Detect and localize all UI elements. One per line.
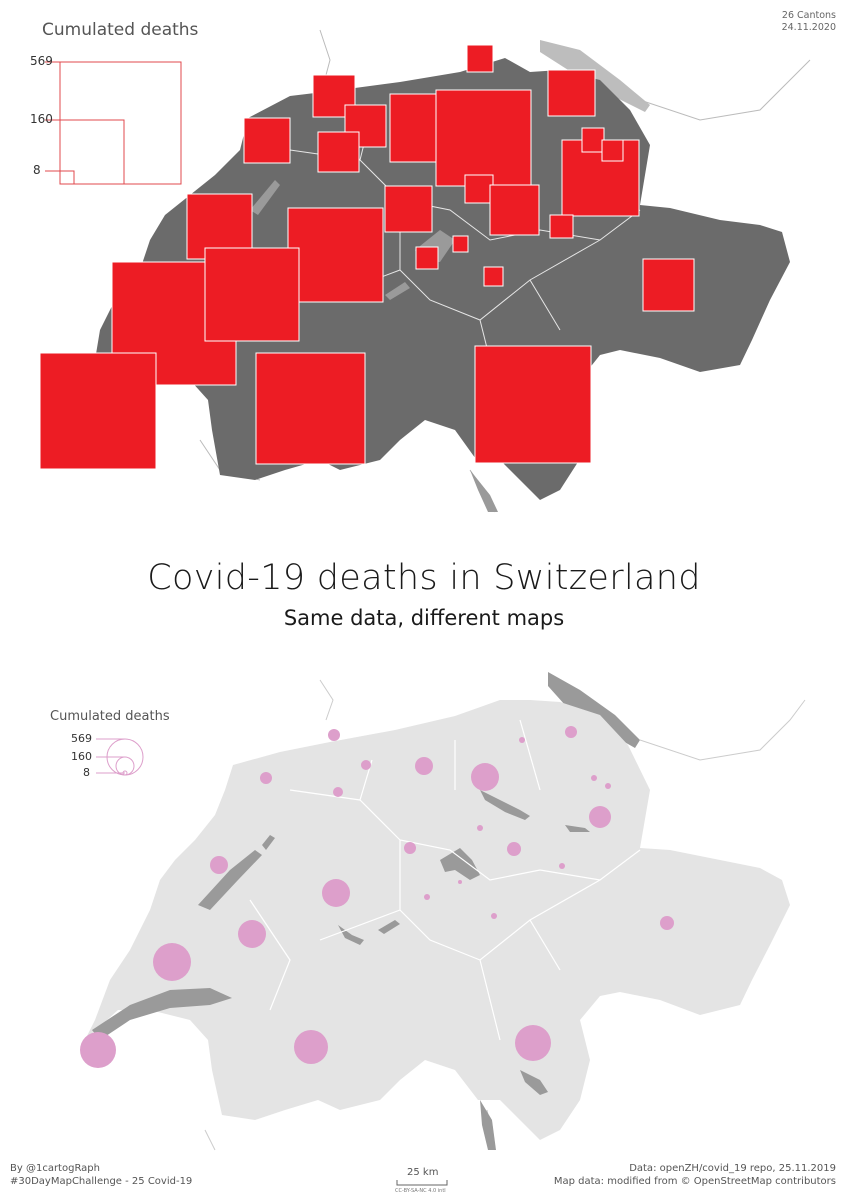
circle-zg <box>477 825 483 831</box>
square-vs <box>255 352 366 465</box>
circle-nw <box>458 880 462 884</box>
bottom-legend-circles <box>96 738 144 776</box>
circle-sh <box>565 726 577 738</box>
corner-info: 26 Cantons 24.11.2020 <box>782 10 836 34</box>
top-legend-squares <box>45 61 182 185</box>
bottom-lake-constance <box>548 672 640 748</box>
square-sg <box>561 139 640 217</box>
bottom-foreign-border-lines <box>204 679 806 1151</box>
circle-tg <box>519 737 525 743</box>
footer-sources: Data: openZH/covid_19 repo, 25.11.2019 M… <box>554 1162 836 1188</box>
top-legend-title: Cumulated deaths <box>42 20 199 40</box>
challenge-credit: #30DayMapChallenge - 25 Covid-19 <box>10 1176 193 1187</box>
circle-bs <box>328 729 340 741</box>
scale-bar <box>396 1180 448 1186</box>
circle-vs <box>294 1030 328 1064</box>
circle-sz <box>507 842 521 856</box>
square-sh <box>466 44 494 73</box>
footer-credits: By @1cartogRaph #30DayMapChallenge - 25 … <box>10 1162 192 1188</box>
square-nw <box>452 235 469 253</box>
square-zg <box>464 174 494 204</box>
bottom-legend-label-8: 8 <box>83 766 90 779</box>
square-tg <box>547 69 596 117</box>
square-lu <box>384 185 433 233</box>
circle-bl <box>361 760 371 770</box>
bottom-legend-title: Cumulated deaths <box>50 709 170 724</box>
top-legend-label-160: 160 <box>30 112 53 126</box>
lake-neuchatel <box>198 850 262 910</box>
circle-ow <box>424 894 430 900</box>
square-bs <box>312 74 356 118</box>
page-title: Covid-19 deaths in Switzerland <box>147 558 701 598</box>
bottom-switzerland-land <box>80 700 790 1140</box>
top-squares <box>39 44 695 470</box>
square-zh <box>435 89 532 187</box>
bottom-legend-label-569: 569 <box>71 732 92 745</box>
square-ur <box>483 266 504 287</box>
circle-so <box>333 787 343 797</box>
bottom-circles <box>80 726 674 1068</box>
circle-ai <box>605 783 611 789</box>
square-ar <box>581 127 605 153</box>
top-legend-label-8: 8 <box>33 163 41 177</box>
license-note: CC-BY-SA-NC 4.0 intl <box>395 1188 446 1194</box>
square-ge <box>39 352 157 470</box>
circle-ju <box>260 772 272 784</box>
square-gl <box>549 214 574 239</box>
circle-gl <box>559 863 565 869</box>
map-data-source: Map data: modified from © OpenStreetMap … <box>553 1176 836 1187</box>
legend-square-569 <box>59 61 182 185</box>
circle-sg <box>589 806 611 828</box>
circle-ar <box>591 775 597 781</box>
circle-ti <box>515 1025 551 1061</box>
circle-lu <box>404 842 416 854</box>
lake-maggiore <box>480 1100 496 1150</box>
top-foreign-border-lines <box>199 29 811 513</box>
square-so <box>317 131 360 173</box>
square-ti <box>474 345 592 464</box>
map-date: 24.11.2020 <box>781 22 836 33</box>
circle-zh <box>471 763 499 791</box>
bottom-canton-borders <box>249 719 641 1041</box>
author-credit: By @1cartogRaph <box>10 1163 100 1174</box>
lake-thun <box>338 925 364 945</box>
legend-square-8 <box>59 170 75 185</box>
square-ju <box>243 117 291 164</box>
bottom-legend-label-160: 160 <box>71 750 92 763</box>
circle-ge <box>80 1032 116 1068</box>
lake-geneva <box>92 988 232 1040</box>
square-ai <box>601 139 624 162</box>
circle-ag <box>415 757 433 775</box>
legend-circle-160 <box>115 756 135 776</box>
circle-fr <box>238 920 266 948</box>
lake-walen <box>565 825 590 832</box>
canton-count: 26 Cantons <box>781 10 836 21</box>
circle-gr <box>660 916 674 930</box>
circle-vd <box>153 943 191 981</box>
square-gr <box>642 258 695 312</box>
lake-biel <box>262 835 275 850</box>
lake-zurich <box>480 790 530 820</box>
square-ow <box>415 246 439 270</box>
lake-lugano <box>520 1070 548 1095</box>
circle-be <box>322 879 350 907</box>
legend-square-160 <box>59 119 125 185</box>
bottom-lakes <box>92 790 590 1150</box>
page-subtitle: Same data, different maps <box>283 606 565 630</box>
circle-ne <box>210 856 228 874</box>
square-fr <box>204 247 300 342</box>
square-sz <box>489 184 540 236</box>
scale-bar-label: 25 km <box>407 1167 439 1178</box>
top-legend-label-569: 569 <box>30 54 53 68</box>
lake-lucerne <box>440 848 480 880</box>
lake-brienz <box>378 920 400 934</box>
data-source: Data: openZH/covid_19 repo, 25.11.2019 <box>629 1163 836 1174</box>
square-be <box>287 207 384 303</box>
circle-ur <box>491 913 497 919</box>
